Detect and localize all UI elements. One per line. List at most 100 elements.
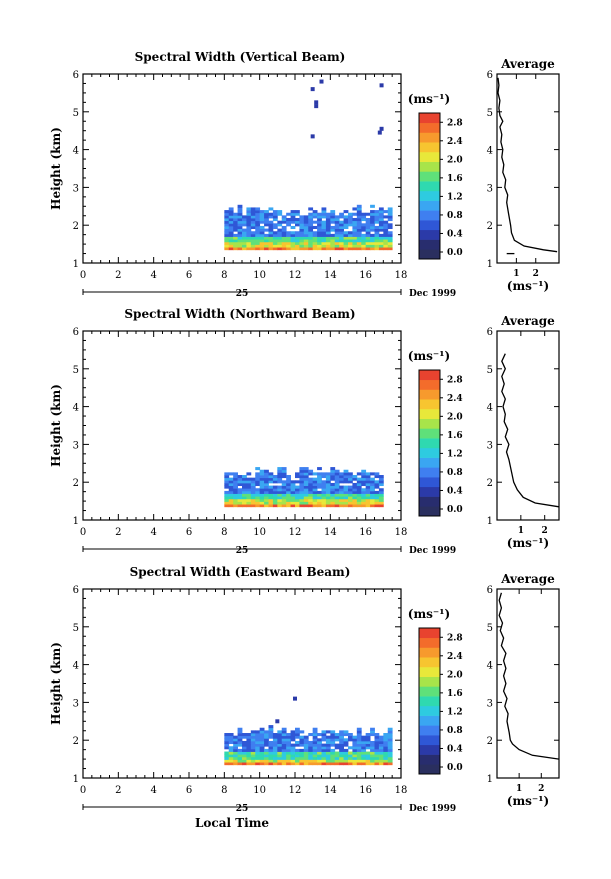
heatmap-cell bbox=[365, 738, 371, 742]
heatmap-cell bbox=[290, 762, 296, 766]
heatmap-cell bbox=[299, 236, 305, 240]
colorbar-tick-label: 1.6 bbox=[447, 689, 463, 699]
heatmap-cell bbox=[255, 490, 261, 494]
panel-title: Spectral Width (Eastward Beam) bbox=[130, 565, 351, 579]
heatmap-cell bbox=[250, 762, 256, 766]
heatmap-cell bbox=[312, 247, 318, 251]
heatmap-cell bbox=[264, 241, 269, 245]
heatmap-cell bbox=[268, 220, 274, 224]
heatmap-cell bbox=[343, 490, 349, 494]
heatmap-cell bbox=[361, 504, 367, 508]
heatmap-cell bbox=[290, 501, 296, 505]
heatmap-cell bbox=[387, 730, 393, 734]
heatmap-cell bbox=[330, 228, 336, 232]
heatmap-cell bbox=[277, 239, 283, 243]
heatmap-cell bbox=[330, 735, 336, 739]
heatmap-cell bbox=[259, 493, 265, 497]
heatmap-cell bbox=[264, 477, 269, 481]
heatmap-cell bbox=[365, 247, 371, 251]
heatmap-cell bbox=[224, 733, 230, 737]
heatmap-cell bbox=[224, 746, 230, 750]
heatmap-cell bbox=[330, 212, 336, 216]
heatmap-cell bbox=[361, 244, 367, 248]
heatmap-cell bbox=[268, 207, 274, 211]
heatmap-cell bbox=[303, 738, 309, 742]
heatmap-cell bbox=[312, 482, 318, 487]
heatmap-cell bbox=[317, 496, 322, 500]
heatmap-cell bbox=[228, 210, 234, 214]
heatmap-cell bbox=[356, 218, 362, 222]
heatmap-cell bbox=[255, 740, 261, 745]
heatmap-cell bbox=[242, 228, 247, 232]
heatmap-cell bbox=[299, 247, 305, 251]
heatmap-cell bbox=[264, 244, 269, 248]
heatmap-cell bbox=[387, 762, 393, 766]
heatmap-cell bbox=[334, 225, 340, 230]
heatmap-cell bbox=[317, 504, 322, 508]
heatmap-cell bbox=[361, 482, 367, 487]
heatmap-cell bbox=[281, 233, 287, 237]
heatmap-cell bbox=[286, 212, 291, 216]
heatmap-cell bbox=[224, 218, 230, 222]
heatmap-cell bbox=[259, 727, 265, 731]
heatmap-cell bbox=[361, 754, 367, 758]
heatmap-cell bbox=[330, 748, 336, 752]
heatmap-cell bbox=[348, 244, 353, 248]
heatmap-cell bbox=[378, 482, 384, 487]
y-tick-label: 1 bbox=[73, 259, 79, 270]
heatmap-cell bbox=[228, 477, 234, 481]
heatmap-cell bbox=[330, 504, 336, 508]
heatmap-cell bbox=[259, 762, 265, 766]
heatmap-cell bbox=[246, 488, 252, 492]
x-tick-label: 10 bbox=[253, 527, 266, 538]
heatmap-cell bbox=[321, 247, 327, 251]
heatmap-cell bbox=[365, 490, 371, 494]
heatmap-cell bbox=[281, 751, 287, 755]
heatmap-cell bbox=[281, 225, 287, 230]
heatmap-cell bbox=[387, 247, 393, 251]
heatmap-cell bbox=[352, 475, 358, 479]
heatmap-cell bbox=[299, 493, 305, 497]
heatmap-cell bbox=[224, 231, 230, 235]
heatmap-cell bbox=[325, 223, 331, 227]
heatmap-cell bbox=[325, 244, 331, 248]
heatmap-cell bbox=[317, 498, 322, 502]
heatmap-cell bbox=[356, 756, 362, 760]
heatmap-cell bbox=[378, 247, 384, 251]
heatmap-cell bbox=[374, 228, 380, 232]
heatmap-cell bbox=[365, 501, 371, 505]
heatmap-cell bbox=[255, 247, 261, 251]
colorbar-segment bbox=[419, 647, 440, 658]
heatmap-cell bbox=[264, 759, 269, 763]
heatmap-cell bbox=[259, 498, 265, 502]
heatmap-cell bbox=[370, 504, 375, 508]
colorbar-segment bbox=[419, 628, 440, 639]
heatmap-cell bbox=[312, 477, 318, 481]
heatmap-cell bbox=[334, 738, 340, 742]
heatmap-cell bbox=[277, 754, 283, 758]
heatmap-cell bbox=[308, 215, 314, 219]
heatmap-cell bbox=[277, 743, 283, 747]
heatmap-cell bbox=[325, 477, 331, 481]
heatmap-cell bbox=[334, 498, 340, 502]
heatmap-cell bbox=[272, 754, 278, 758]
heatmap-cell bbox=[378, 748, 384, 752]
heatmap-cell bbox=[264, 740, 269, 745]
heatmap-cell bbox=[228, 207, 234, 211]
heatmap-cell bbox=[312, 762, 318, 766]
heatmap-cell bbox=[264, 475, 269, 479]
colorbar-tick-label: 0.8 bbox=[447, 468, 463, 478]
heatmap-cell bbox=[242, 220, 247, 224]
heatmap-cell bbox=[321, 504, 327, 508]
average-profile-line bbox=[501, 353, 560, 508]
heatmap-cell bbox=[352, 504, 358, 508]
heatmap-cell bbox=[264, 482, 269, 487]
heatmap-cell bbox=[330, 740, 336, 745]
heatmap-cell bbox=[374, 738, 380, 742]
heatmap-cell bbox=[250, 738, 256, 742]
heatmap-cell bbox=[233, 225, 238, 230]
heatmap-cell bbox=[303, 223, 309, 227]
heatmap-cell bbox=[339, 244, 344, 248]
x-tick-label: 4 bbox=[150, 270, 156, 281]
heatmap-cell bbox=[308, 247, 314, 251]
